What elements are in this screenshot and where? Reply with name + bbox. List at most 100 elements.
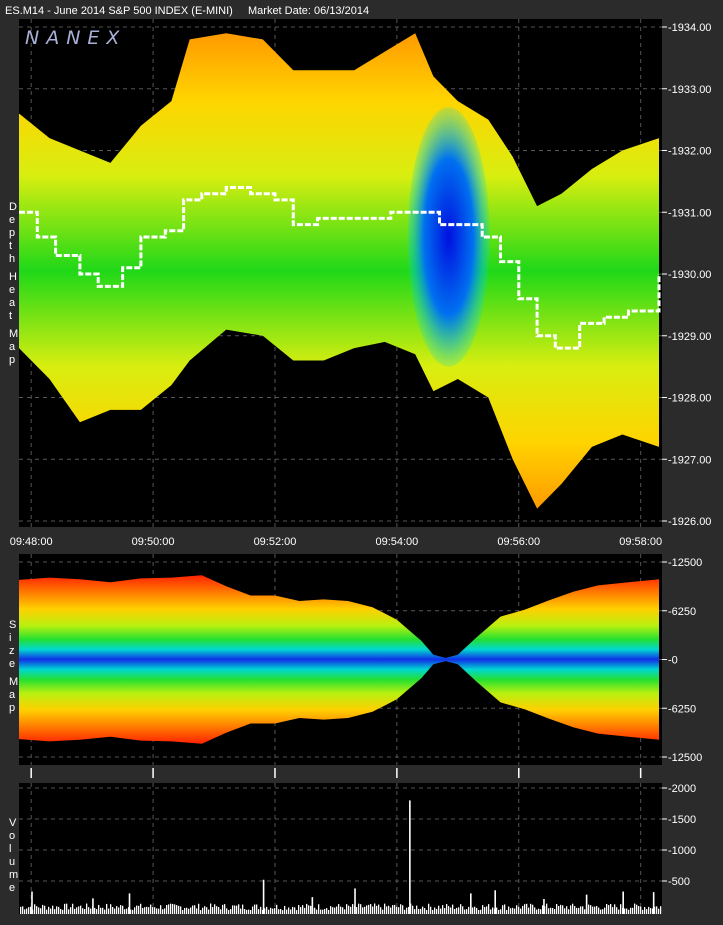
volume-bar [212, 907, 214, 914]
volume-bar [592, 906, 594, 914]
volume-bar [542, 905, 544, 914]
volume-bar [194, 905, 196, 914]
volume-bar [288, 907, 290, 914]
volume-bar [576, 907, 578, 914]
volume-bar [68, 909, 70, 914]
volume-bar [322, 909, 324, 914]
volume-bar [146, 906, 148, 914]
volume-bar [510, 908, 512, 914]
volume-bar [390, 907, 392, 914]
volume-bar [72, 903, 74, 914]
volume-bar [318, 904, 320, 914]
volume-bar [416, 905, 418, 914]
volume-bar [604, 907, 606, 914]
volume-bar [176, 905, 178, 914]
volume-bar [514, 908, 516, 914]
volume-bar [66, 903, 68, 914]
volume-bar [652, 908, 654, 914]
volume-bar [348, 905, 350, 914]
volume-bar [492, 907, 494, 914]
depth-x-ticks: 09:48:00 09:50:00 09:52:00 09:54:00 09:56:00… [10, 536, 662, 548]
volume-bar [608, 905, 610, 914]
volume-bar [192, 905, 194, 914]
volume-bar [660, 906, 662, 914]
y-tick-label: -1926.00 [668, 516, 711, 528]
volume-bar [380, 907, 382, 914]
volume-bar [106, 903, 108, 914]
y-tick-label: -1927.00 [668, 454, 711, 466]
y-tick-label: -12500 [668, 752, 702, 764]
volume-bar [504, 904, 506, 914]
volume-bar [310, 905, 312, 914]
y-tick-label: -2000 [668, 783, 696, 795]
volume-bar [568, 909, 570, 914]
volume-bar [244, 909, 246, 914]
volume-bar [540, 909, 542, 914]
volume-bar [400, 904, 402, 914]
y-tick-label: -6250 [668, 703, 696, 715]
volume-bar [178, 905, 180, 914]
volume-bar [436, 908, 438, 914]
volume-bar [600, 909, 602, 914]
y-tick-label: -500 [668, 876, 690, 888]
volume-bar [502, 905, 504, 914]
volume-bar [306, 903, 308, 914]
volume-bar [34, 904, 36, 914]
volume-bar [338, 904, 340, 914]
volume-bar [216, 906, 218, 914]
volume-bar [214, 904, 216, 914]
volume-bar [644, 907, 646, 914]
volume-bar [374, 903, 376, 914]
volume-bar [620, 904, 622, 914]
volume-bar [478, 909, 480, 914]
volume-bar [454, 908, 456, 914]
volume-bar [232, 905, 234, 914]
volume-bar [336, 906, 338, 914]
volume-bar [36, 906, 38, 914]
time-tick-marks [30, 768, 642, 778]
volume-bar [112, 906, 114, 914]
volume-bar [206, 907, 208, 914]
volume-bar [116, 906, 118, 914]
volume-bar [610, 903, 612, 914]
volume-bar [78, 906, 80, 914]
volume-bar [496, 907, 498, 914]
volume-bar [184, 907, 186, 914]
volume-bar [534, 907, 536, 914]
volume-bar [382, 909, 384, 914]
y-tick-label: -6250 [668, 606, 696, 618]
volume-bar [628, 909, 630, 914]
volume-bar [296, 910, 298, 914]
size-map-area [19, 575, 659, 744]
volume-spike [622, 891, 624, 914]
volume-bar [40, 908, 42, 914]
volume-bar [378, 904, 380, 914]
volume-bar [456, 907, 458, 914]
volume-bar [158, 908, 160, 914]
volume-bar [642, 909, 644, 914]
volume-bar [132, 909, 134, 914]
volume-bar [578, 907, 580, 914]
volume-bar [28, 907, 30, 914]
volume-bar [424, 908, 426, 914]
volume-bar [42, 904, 44, 914]
volume-bar [476, 907, 478, 914]
volume-bar [582, 906, 584, 914]
volume-bar [196, 908, 198, 914]
volume-bar [76, 907, 78, 914]
volume-bar [130, 909, 132, 914]
volume-bar [254, 904, 256, 914]
volume-bar [186, 907, 188, 914]
volume-bar [316, 909, 318, 914]
volume-bar [618, 909, 620, 914]
volume-bar [86, 903, 88, 914]
volume-bar [606, 903, 608, 914]
volume-bar [420, 908, 422, 914]
volume-bar [458, 907, 460, 914]
volume-bar [218, 906, 220, 914]
y-tick-label: -1928.00 [668, 393, 711, 405]
volume-bar [344, 909, 346, 914]
volume-bar [612, 907, 614, 914]
